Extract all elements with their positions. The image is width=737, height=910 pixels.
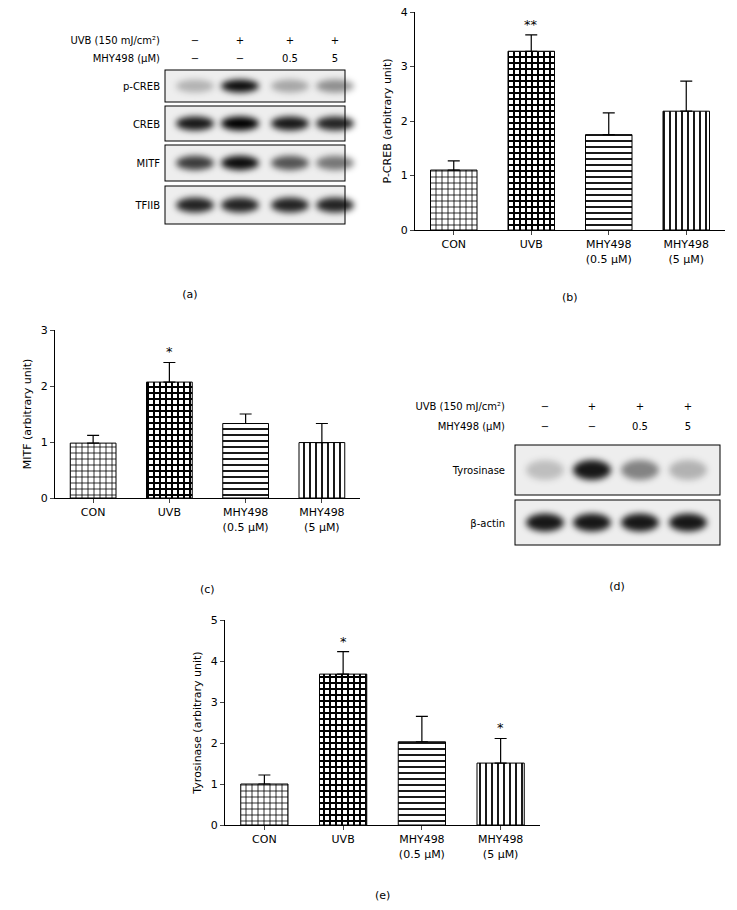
- svg-text:UVB: UVB: [332, 833, 355, 846]
- svg-text:MHY498(5 μM): MHY498(5 μM): [664, 238, 709, 265]
- svg-text:MHY498 (μM): MHY498 (μM): [93, 53, 160, 64]
- svg-text:CON: CON: [441, 238, 466, 251]
- svg-text:(b): (b): [562, 291, 578, 304]
- svg-text:0: 0: [41, 492, 48, 505]
- svg-text:(a): (a): [182, 288, 197, 301]
- svg-text:0.5: 0.5: [282, 53, 298, 64]
- svg-text:+: +: [588, 401, 596, 412]
- svg-text:4: 4: [211, 655, 218, 668]
- svg-text:CON: CON: [81, 506, 106, 519]
- svg-text:−: −: [191, 53, 199, 64]
- svg-text:2: 2: [41, 380, 48, 393]
- svg-text:MHY498(0.5 μM): MHY498(0.5 μM): [399, 833, 445, 860]
- svg-text:3: 3: [41, 324, 48, 337]
- svg-text:CREB: CREB: [133, 119, 160, 130]
- svg-text:p-CREB: p-CREB: [123, 81, 160, 92]
- svg-text:MITF (arbitrary unit): MITF (arbitrary unit): [21, 359, 34, 470]
- svg-text:β-actin: β-actin: [470, 518, 505, 529]
- svg-text:(d): (d): [609, 580, 625, 593]
- svg-text:4: 4: [401, 6, 408, 19]
- svg-text:−: −: [588, 421, 596, 432]
- svg-text:3: 3: [211, 696, 218, 709]
- svg-text:+: +: [684, 401, 692, 412]
- svg-text:*: *: [340, 634, 347, 649]
- svg-text:−: −: [236, 53, 244, 64]
- svg-text:UVB: UVB: [520, 238, 543, 251]
- svg-text:1: 1: [211, 778, 218, 791]
- svg-text:2: 2: [211, 737, 218, 750]
- svg-text:5: 5: [685, 421, 691, 432]
- svg-text:MHY498(0.5 μM): MHY498(0.5 μM): [586, 238, 632, 265]
- svg-text:UVB: UVB: [158, 506, 181, 519]
- svg-text:5: 5: [332, 53, 338, 64]
- svg-text:P-CREB (arbitrary unit): P-CREB (arbitrary unit): [381, 59, 394, 184]
- svg-text:**: **: [524, 17, 538, 32]
- svg-text:0: 0: [401, 224, 408, 237]
- svg-text:UVB (150 mJ/cm²): UVB (150 mJ/cm²): [70, 35, 160, 46]
- svg-text:−: −: [191, 35, 199, 46]
- svg-text:Tyrosinase (arbitrary unit): Tyrosinase (arbitrary unit): [191, 651, 204, 794]
- svg-text:MHY498(5 μM): MHY498(5 μM): [478, 833, 523, 860]
- svg-text:+: +: [331, 35, 339, 46]
- svg-text:Tyrosinase: Tyrosinase: [452, 465, 505, 476]
- svg-text:UVB (150 mJ/cm²): UVB (150 mJ/cm²): [415, 401, 505, 412]
- svg-text:TFIIB: TFIIB: [134, 200, 160, 211]
- svg-text:1: 1: [401, 169, 408, 182]
- svg-text:+: +: [636, 401, 644, 412]
- svg-text:0: 0: [211, 819, 218, 832]
- svg-text:*: *: [497, 720, 504, 735]
- svg-text:−: −: [541, 421, 549, 432]
- svg-text:(c): (c): [200, 583, 215, 596]
- svg-text:2: 2: [401, 115, 408, 128]
- svg-text:(e): (e): [375, 889, 390, 902]
- svg-text:1: 1: [41, 436, 48, 449]
- svg-text:−: −: [541, 401, 549, 412]
- svg-text:MITF: MITF: [137, 158, 161, 169]
- svg-text:CON: CON: [252, 833, 277, 846]
- svg-text:3: 3: [401, 60, 408, 73]
- svg-text:0.5: 0.5: [632, 421, 648, 432]
- svg-text:5: 5: [211, 614, 218, 627]
- svg-text:MHY498(0.5 μM): MHY498(0.5 μM): [223, 506, 269, 533]
- svg-text:+: +: [286, 35, 294, 46]
- svg-text:MHY498 (μM): MHY498 (μM): [438, 421, 505, 432]
- svg-text:+: +: [236, 35, 244, 46]
- svg-text:MHY498(5 μM): MHY498(5 μM): [299, 506, 344, 533]
- svg-text:*: *: [166, 344, 173, 359]
